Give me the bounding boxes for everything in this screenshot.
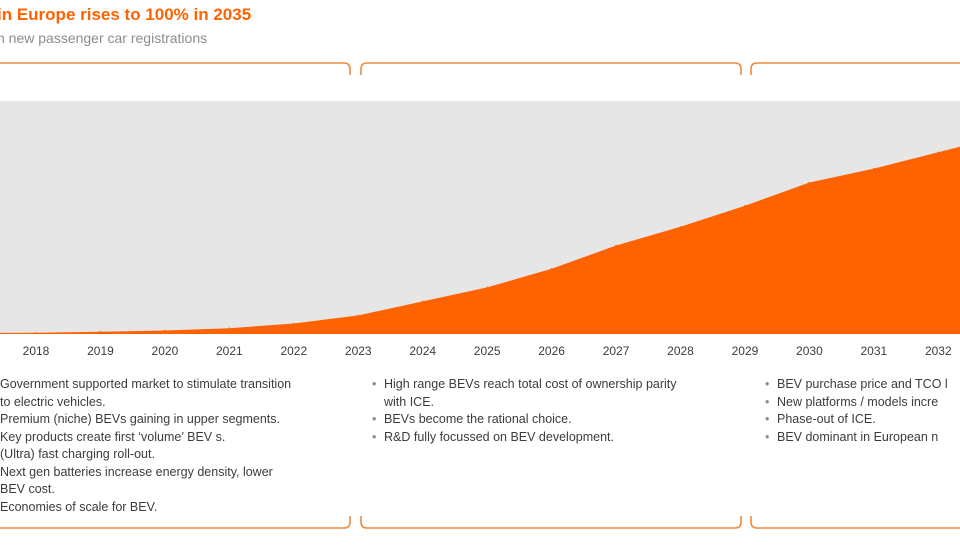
phase-3-item: • Phase-out of ICE. [765, 411, 948, 429]
phase-item-text: BEV purchase price and TCO l [777, 377, 948, 391]
data-point-2018 [35, 332, 37, 334]
phase-3-item: • New platforms / models incre [765, 394, 948, 412]
phase-1-item: Premium (niche) BEVs gaining in upper se… [0, 411, 291, 429]
x-tick-label-2024: 2024 [409, 344, 436, 358]
phase-item-text: Key products create first ‘volume’ BEV s… [0, 429, 226, 444]
phase-1-item: Key products create first ‘volume’ BEV s… [0, 429, 291, 447]
bullet-icon: • [765, 412, 770, 426]
phase-item-text: Economies of scale for BEV. [0, 499, 158, 514]
phase-item-text: Phase-out of ICE. [777, 412, 876, 426]
phase-2-item: • High range BEVs reach total cost of own… [372, 376, 677, 394]
phase-item-text: High range BEVs reach total cost of owne… [384, 377, 677, 391]
x-tick-label-2018: 2018 [23, 344, 50, 358]
phase-2-top-bracket [360, 62, 742, 75]
phase-3-description: • BEV purchase price and TCO l • New platfo… [765, 376, 948, 446]
data-point-2026 [550, 267, 553, 270]
x-tick-label-2032: 2032 [925, 344, 952, 358]
data-point-2024 [421, 300, 424, 303]
x-tick-label-2025: 2025 [474, 344, 501, 358]
phase-1-item: to electric vehicles. [0, 394, 291, 412]
phase-3-item: • BEV dominant in European n [765, 429, 948, 447]
x-tick-label-2031: 2031 [860, 344, 887, 358]
phase-item-text: with ICE. [384, 394, 435, 409]
x-tick-label-2020: 2020 [152, 344, 179, 358]
phase-2-item: • BEVs become the rational choice. [372, 411, 677, 429]
phase-1-item: (Ultra) fast charging roll-out. [0, 446, 291, 464]
x-tick-label-2026: 2026 [538, 344, 565, 358]
phase-1-top-bracket [0, 62, 351, 75]
phase-2-item: • R&D fully focussed on BEV development. [372, 429, 677, 447]
data-point-2022 [293, 322, 295, 325]
data-point-2028 [679, 226, 682, 228]
data-point-2027 [615, 244, 617, 247]
chart-title: in Europe rises to 100% in 2035 [0, 5, 252, 24]
phase-2-item: with ICE. [372, 394, 677, 412]
chart-subtitle: n new passenger car registrations [0, 30, 208, 46]
phase-2-description: • High range BEVs reach total cost of own… [372, 376, 677, 446]
x-tick-label-2021: 2021 [216, 344, 243, 358]
phase-item-text: BEVs become the rational choice. [384, 412, 572, 426]
bullet-icon: • [765, 429, 770, 444]
x-tick-label-2028: 2028 [667, 344, 694, 358]
phase-item-text: BEV dominant in European n [777, 429, 939, 444]
data-point-2032 [937, 151, 940, 154]
phase-item-text: Government supported market to stimulate… [0, 377, 292, 391]
phase-3-top-bracket [750, 62, 960, 75]
phase-3-bottom-bracket [750, 516, 960, 529]
phase-1-item: Economies of scale for BEV. [0, 499, 291, 517]
data-point-2023 [357, 314, 360, 317]
x-tick-label-2023: 2023 [345, 344, 372, 358]
phase-1-bottom-bracket [0, 516, 351, 529]
phase-1-item: Government supported market to stimulate… [0, 376, 291, 394]
phase-item-text: Premium (niche) BEVs gaining in upper se… [0, 412, 280, 426]
x-tick-label-2029: 2029 [732, 344, 759, 358]
data-point-2021 [228, 327, 231, 329]
x-tick-label-2022: 2022 [280, 344, 307, 358]
bullet-icon: • [765, 394, 770, 409]
bullet-icon: • [765, 377, 770, 391]
phase-item-text: Next gen batteries increase energy densi… [0, 464, 273, 479]
phase-3-item: • BEV purchase price and TCO l [765, 376, 948, 394]
bullet-icon: • [372, 377, 377, 391]
x-tick-label-2019: 2019 [87, 344, 114, 358]
x-tick-label-2030: 2030 [796, 344, 823, 358]
phase-item-text: (Ultra) fast charging roll-out. [0, 447, 155, 461]
bev-share-area [0, 146, 960, 334]
phase-1-description: Government supported market to stimulate… [0, 376, 291, 516]
phase-1-item: BEV cost. [0, 481, 291, 499]
x-tick-label-2027: 2027 [603, 344, 630, 358]
phase-2-bottom-bracket [360, 516, 742, 529]
bullet-icon: • [372, 429, 377, 444]
phase-1-item: Next gen batteries increase energy densi… [0, 464, 291, 482]
data-point-2020 [164, 329, 166, 332]
data-point-2029 [744, 205, 746, 207]
phase-item-text: to electric vehicles. [0, 394, 106, 409]
data-point-2030 [808, 181, 811, 184]
data-point-2025 [486, 286, 488, 289]
data-point-2019 [99, 330, 102, 333]
phase-item-text: R&D fully focussed on BEV development. [384, 429, 614, 444]
phase-item-text: BEV cost. [0, 482, 55, 496]
data-point-2031 [873, 167, 875, 170]
bullet-icon: • [372, 412, 377, 426]
phase-item-text: New platforms / models incre [777, 394, 939, 409]
